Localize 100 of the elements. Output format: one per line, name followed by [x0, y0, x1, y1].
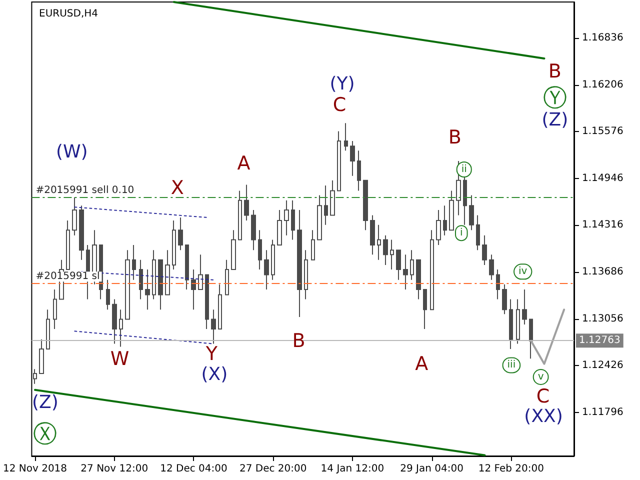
candlestick [277, 210, 282, 246]
candlestick [185, 244, 189, 290]
candlestick [125, 250, 130, 320]
candlestick [390, 239, 394, 270]
annotation: X [170, 177, 184, 200]
candlestick [463, 175, 467, 226]
candlestick [403, 254, 408, 290]
y-tick-label: 1.14946 [582, 172, 624, 184]
annotation: (Z) [32, 392, 58, 413]
candlestick [271, 239, 275, 280]
candlestick [264, 250, 269, 290]
ref-line-label: #2015991 sell 0.10 [36, 184, 134, 196]
candlestick [509, 298, 513, 350]
candlestick [191, 268, 196, 310]
candlestick [165, 250, 170, 296]
candlestick [284, 200, 289, 236]
candlestick [516, 298, 520, 344]
candlestick [112, 298, 117, 344]
annotation: i [460, 228, 463, 239]
ref-line-label: #2015991 sl [36, 271, 100, 282]
candlestick [158, 259, 163, 310]
candlestick [258, 230, 262, 270]
x-tick-label: 29 Jan 04:00 [400, 464, 464, 474]
candlestick [436, 210, 441, 246]
candlestick [211, 309, 216, 344]
annotation: iii [507, 360, 516, 371]
y-tick-label: 1.14316 [582, 220, 624, 231]
candlestick [119, 309, 123, 348]
candlestick [410, 250, 414, 280]
y-tick-label: 1.13686 [582, 266, 624, 278]
candlestick [172, 220, 176, 270]
annotation: A [237, 152, 250, 175]
candlestick [337, 130, 341, 192]
ref-line-label: 1.12763 [579, 335, 620, 346]
x-tick-label: 12 Nov 2018 [2, 464, 68, 474]
candlestick [317, 194, 322, 240]
y-tick-label: 1.13056 [582, 313, 624, 324]
annotation: C [332, 94, 346, 116]
candlestick [430, 230, 434, 310]
candlestick [350, 140, 355, 176]
annotation: (XX) [524, 406, 563, 427]
candlestick [443, 205, 447, 236]
annotation: (W) [56, 141, 88, 162]
candlestick [251, 210, 256, 251]
y-tick-label: 1.16206 [582, 79, 624, 90]
annotation: A [415, 352, 428, 375]
x-tick-label: 12 Dec 04:00 [160, 464, 228, 474]
candlestick [522, 289, 527, 325]
y-tick-label: 1.16836 [582, 32, 624, 44]
candlestick [225, 259, 229, 296]
candlestick [383, 234, 388, 266]
annotation: C [536, 386, 550, 408]
candlestick [370, 214, 375, 256]
candlestick [482, 234, 487, 266]
annotation: ii [461, 164, 467, 176]
candlestick [396, 250, 401, 280]
candlestick [469, 194, 474, 231]
annotation: Y [204, 342, 218, 365]
annotation: Ⓨ [542, 84, 567, 112]
annotation: (Y) [330, 74, 355, 95]
candlestick [297, 210, 302, 318]
candlestick [496, 268, 500, 300]
candlestick [231, 230, 236, 270]
candlestick [152, 250, 156, 300]
y-tick-label: 1.12426 [582, 360, 624, 372]
candlestick [139, 259, 143, 300]
annotation: iv [518, 266, 528, 278]
candlestick [145, 268, 150, 310]
x-tick-label: 27 Nov 12:00 [80, 464, 148, 474]
annotation: (X) [201, 364, 228, 385]
candlestick [476, 214, 480, 251]
x-tick-label: 12 Feb 20:00 [478, 464, 544, 474]
candlestick [291, 200, 295, 240]
candlestick [416, 259, 421, 300]
candlestick [132, 244, 136, 280]
candlestick [423, 289, 427, 330]
candlestick [79, 205, 84, 260]
candlestick [357, 150, 361, 192]
candlestick [363, 180, 368, 231]
candlestick [218, 284, 222, 330]
candlestick [377, 224, 381, 260]
y-tick-label: 1.11796 [582, 406, 624, 418]
candlestick [198, 254, 203, 290]
candlestick [244, 184, 249, 221]
candlestick [72, 196, 77, 236]
annotation: (Z) [542, 110, 568, 131]
candlestick [330, 180, 335, 216]
candlestick [238, 190, 242, 240]
candlestick [39, 338, 44, 374]
candlestick [489, 254, 494, 280]
candlestick [502, 284, 507, 315]
annotation: B [548, 60, 562, 82]
candlestick [46, 309, 50, 350]
candlestick [53, 289, 57, 330]
x-tick-label: 14 Jan 12:00 [320, 464, 384, 474]
candlestick [106, 279, 110, 310]
candlestick [344, 122, 348, 152]
annotation: W [110, 348, 130, 370]
candlestick [529, 318, 533, 360]
candlestick [324, 185, 328, 226]
